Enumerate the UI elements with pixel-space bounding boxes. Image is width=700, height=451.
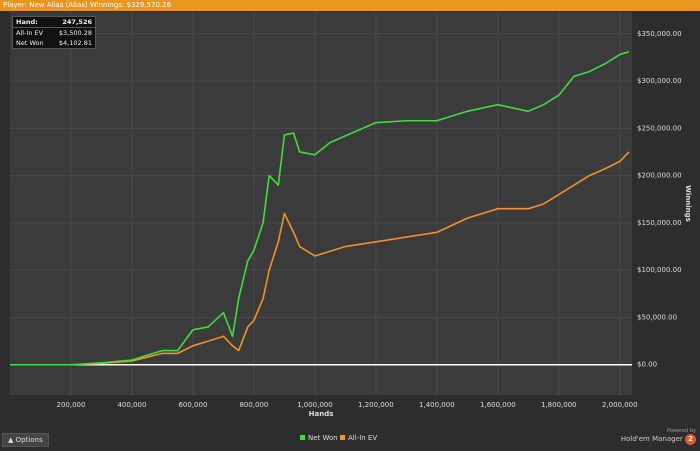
powered-by: Powered by bbox=[667, 428, 696, 434]
x-tick-label: 400,000 bbox=[117, 401, 146, 409]
x-tick-label: 800,000 bbox=[239, 401, 268, 409]
tooltip-value: $3,500.28 bbox=[58, 29, 92, 37]
tooltip-row: Hand: 247,526 bbox=[13, 17, 95, 28]
series-line bbox=[10, 50, 630, 366]
y-tick-label: $250,000.00 bbox=[637, 124, 682, 132]
y-tick-label: $50,000.00 bbox=[637, 313, 677, 321]
tooltip-key: Hand: bbox=[16, 18, 38, 26]
tooltip-key: Net Won bbox=[16, 39, 44, 47]
options-label: Options bbox=[15, 436, 43, 444]
x-tick-label: 1,800,000 bbox=[541, 401, 577, 409]
title-bar: Player: New Alias (Alias) Winnings: $329… bbox=[0, 0, 700, 11]
tooltip: Hand: 247,526 All-In EV $3,500.28 Net Won $4,… bbox=[12, 16, 96, 49]
x-tick-label: 1,200,000 bbox=[358, 401, 394, 409]
tooltip-row: Net Won $4,102.81 bbox=[13, 38, 95, 48]
tooltip-value: $4,102.81 bbox=[58, 39, 92, 47]
series-line bbox=[10, 151, 630, 366]
x-tick-label: 1,000,000 bbox=[297, 401, 333, 409]
y-axis-title: Winnings bbox=[684, 185, 692, 222]
tooltip-key: All-In EV bbox=[16, 29, 44, 37]
x-tick-label: 1,600,000 bbox=[480, 401, 516, 409]
plot-area bbox=[10, 12, 632, 395]
y-tick-label: $150,000.00 bbox=[637, 219, 682, 227]
y-tick-label: $350,000.00 bbox=[637, 30, 682, 38]
y-tick-label: $0.00 bbox=[637, 361, 657, 369]
legend-swatch bbox=[300, 435, 305, 440]
y-tick-label: $300,000.00 bbox=[637, 77, 682, 85]
y-tick-label: $200,000.00 bbox=[637, 172, 682, 180]
legend-swatch bbox=[340, 435, 345, 440]
x-tick-label: 200,000 bbox=[57, 401, 86, 409]
brand-name: Hold'em Manager bbox=[620, 435, 683, 443]
tooltip-row: All-In EV $3,500.28 bbox=[13, 28, 95, 38]
legend-label: All-In EV bbox=[348, 434, 377, 442]
branding: Powered by Hold'em Manager 2 bbox=[621, 428, 696, 445]
y-tick-label: $100,000.00 bbox=[637, 266, 682, 274]
x-axis-title: Hands bbox=[309, 410, 334, 418]
legend-label: Net Won bbox=[308, 434, 338, 442]
x-tick-label: 2,000,000 bbox=[602, 401, 638, 409]
x-tick-label: 600,000 bbox=[178, 401, 207, 409]
brand-mark: 2 bbox=[685, 434, 696, 445]
tooltip-value: 247,526 bbox=[62, 18, 92, 26]
x-tick-label: 1,400,000 bbox=[419, 401, 455, 409]
options-button[interactable]: ▲ Options bbox=[2, 433, 49, 447]
